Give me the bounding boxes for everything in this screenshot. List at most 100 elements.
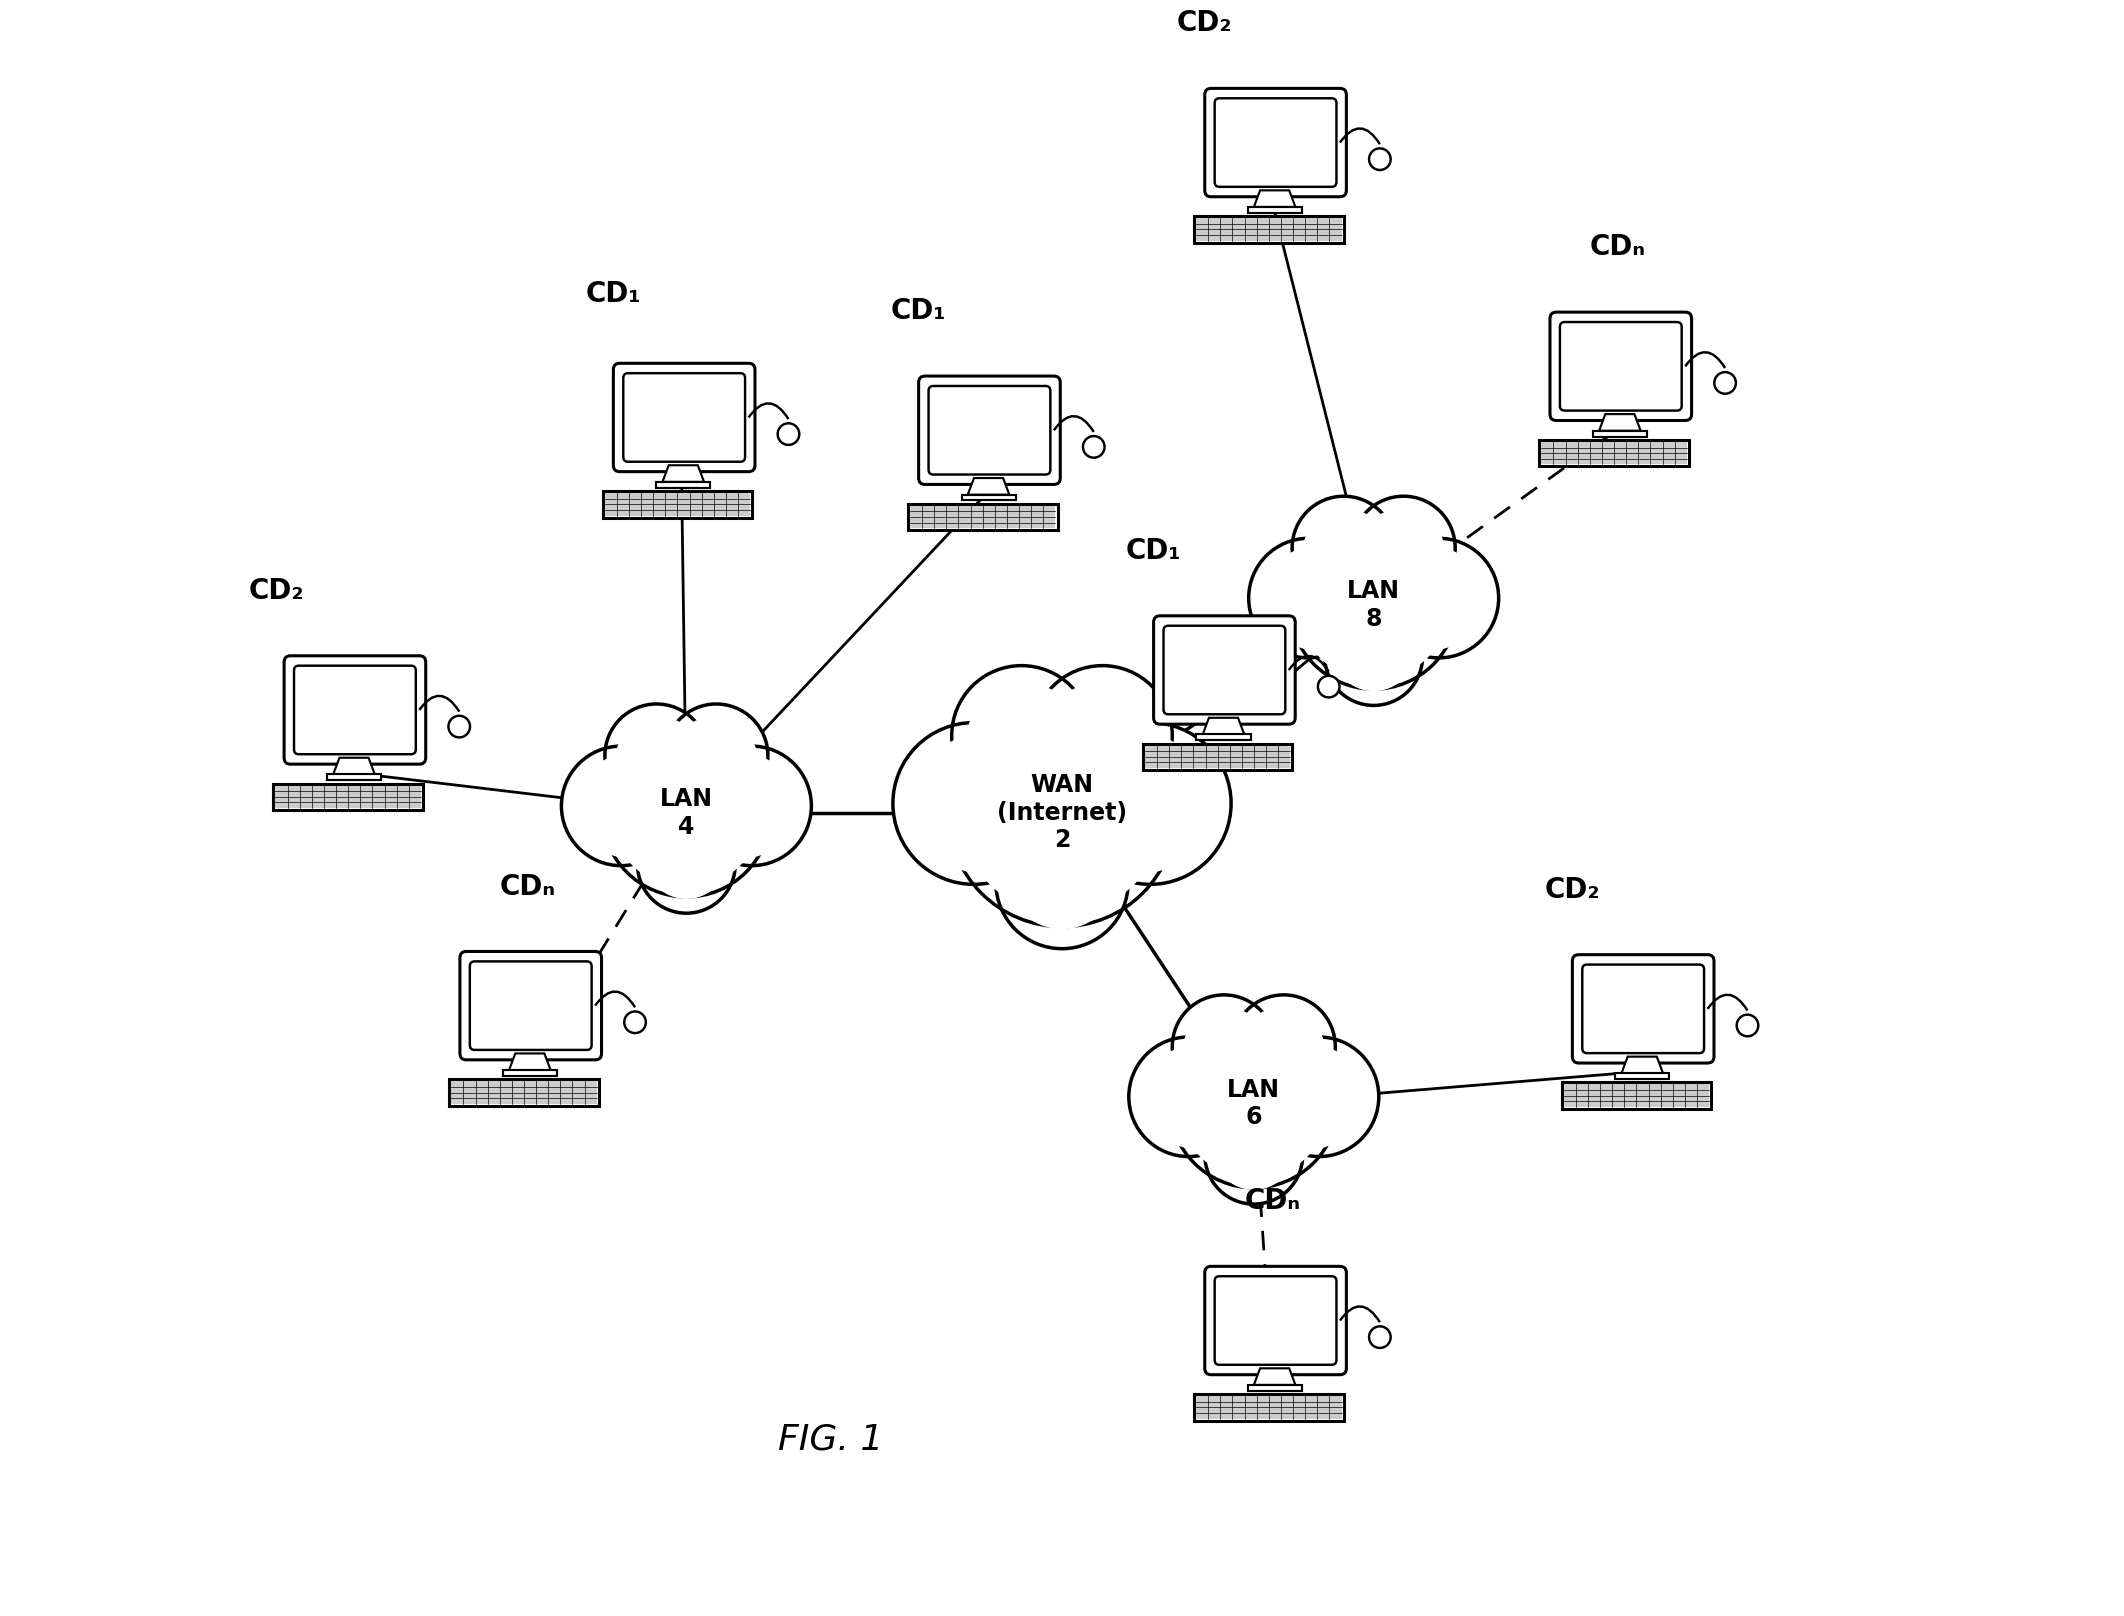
Circle shape [665,705,769,808]
FancyBboxPatch shape [1561,1083,1712,1109]
Circle shape [1068,734,1209,873]
Circle shape [561,747,682,866]
Circle shape [1128,1037,1249,1157]
Text: CD₁: CD₁ [586,280,641,307]
Circle shape [1357,509,1444,596]
FancyBboxPatch shape [1164,625,1285,714]
Polygon shape [333,758,374,774]
Text: CD₂: CD₂ [1544,876,1599,903]
Circle shape [1083,436,1104,457]
FancyBboxPatch shape [962,494,1015,501]
Circle shape [578,755,682,858]
Circle shape [1183,1008,1270,1096]
FancyBboxPatch shape [1559,322,1682,410]
Circle shape [1204,1107,1302,1204]
FancyBboxPatch shape [1215,1277,1336,1366]
Text: CDₙ: CDₙ [1589,233,1646,262]
Circle shape [692,747,811,866]
Circle shape [1291,496,1395,600]
Circle shape [637,816,735,913]
Text: CD₁: CD₁ [1126,537,1181,566]
Text: WAN
(Internet)
2: WAN (Internet) 2 [996,772,1128,853]
FancyBboxPatch shape [276,785,421,808]
Circle shape [947,698,1177,926]
Circle shape [1317,675,1340,698]
Text: CD₁: CD₁ [890,297,947,325]
Circle shape [612,739,760,887]
FancyBboxPatch shape [1572,955,1714,1063]
FancyBboxPatch shape [450,1081,597,1104]
FancyBboxPatch shape [1153,616,1296,724]
Circle shape [1353,496,1455,600]
Text: CDₙ: CDₙ [1245,1188,1300,1215]
Circle shape [1325,608,1423,706]
Circle shape [1213,1107,1294,1189]
FancyBboxPatch shape [469,962,593,1050]
Polygon shape [1621,1057,1663,1073]
FancyBboxPatch shape [1196,1396,1342,1419]
FancyBboxPatch shape [907,504,1058,530]
Polygon shape [969,478,1009,494]
FancyBboxPatch shape [1247,1385,1302,1391]
Circle shape [952,666,1092,805]
Circle shape [915,734,1056,873]
Circle shape [1334,609,1415,690]
Text: LAN
8: LAN 8 [1347,579,1400,630]
FancyBboxPatch shape [1145,745,1291,768]
Polygon shape [510,1054,550,1070]
FancyBboxPatch shape [1582,965,1703,1054]
Circle shape [1232,995,1336,1099]
Circle shape [1172,995,1277,1099]
Polygon shape [1202,718,1245,734]
Text: LAN
6: LAN 6 [1228,1078,1281,1130]
Circle shape [892,722,1056,884]
Polygon shape [663,465,703,482]
FancyBboxPatch shape [274,784,423,810]
Text: CD₂: CD₂ [249,577,304,604]
FancyBboxPatch shape [1196,734,1251,740]
Circle shape [1370,1327,1391,1348]
FancyBboxPatch shape [1204,89,1347,197]
Circle shape [1249,538,1368,658]
Circle shape [1145,1046,1249,1149]
Circle shape [1238,1008,1325,1096]
Circle shape [646,816,726,898]
Circle shape [1260,1046,1361,1149]
Text: LAN
4: LAN 4 [661,787,714,839]
FancyBboxPatch shape [448,1079,599,1105]
FancyBboxPatch shape [614,364,754,472]
FancyBboxPatch shape [285,656,425,764]
Circle shape [1260,1037,1378,1157]
Circle shape [1714,372,1735,394]
Circle shape [605,705,707,808]
FancyBboxPatch shape [909,506,1056,528]
FancyBboxPatch shape [293,666,416,755]
FancyBboxPatch shape [928,386,1051,475]
FancyBboxPatch shape [1194,1395,1344,1420]
Text: CD₂: CD₂ [1177,10,1232,37]
FancyBboxPatch shape [327,774,380,781]
Circle shape [1378,546,1483,650]
FancyBboxPatch shape [503,1070,556,1076]
FancyBboxPatch shape [1194,217,1344,242]
Circle shape [1007,818,1117,929]
FancyBboxPatch shape [920,377,1060,485]
Circle shape [1032,666,1172,805]
Circle shape [1179,1029,1328,1178]
Circle shape [692,755,794,858]
FancyBboxPatch shape [1143,743,1294,771]
FancyBboxPatch shape [1614,1073,1669,1079]
Circle shape [624,1012,646,1033]
Circle shape [1737,1015,1759,1036]
Circle shape [966,684,1083,802]
Circle shape [1170,1020,1338,1188]
FancyBboxPatch shape [1540,440,1689,467]
Circle shape [960,711,1164,913]
Circle shape [603,729,771,897]
Circle shape [996,816,1128,949]
FancyBboxPatch shape [603,491,752,517]
FancyBboxPatch shape [605,493,750,516]
Circle shape [1266,546,1368,650]
Circle shape [1289,520,1457,688]
FancyBboxPatch shape [1542,441,1686,464]
